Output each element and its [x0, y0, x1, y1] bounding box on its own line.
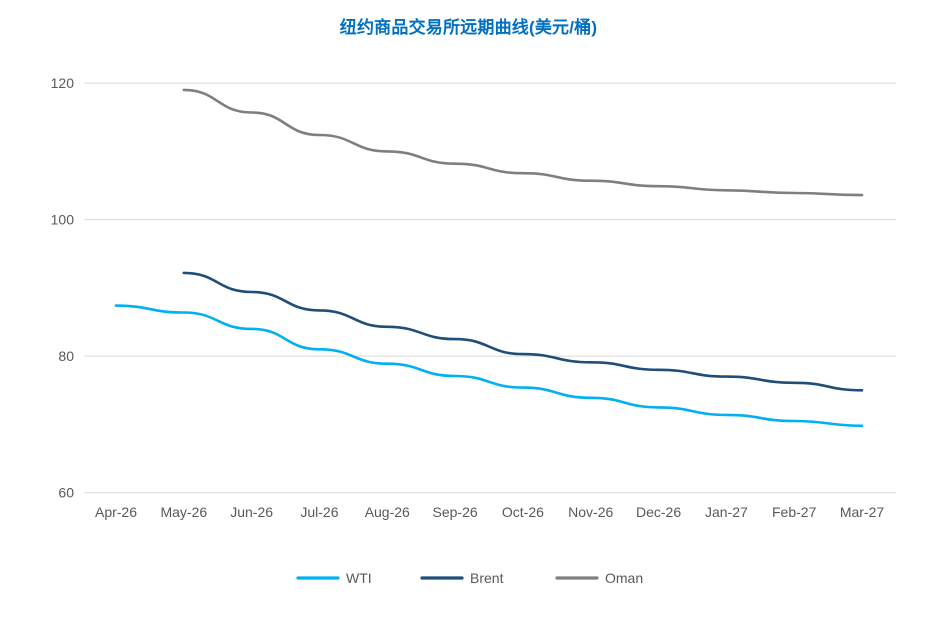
series-line-brent	[182, 271, 864, 392]
legend-label-brent: Brent	[470, 570, 504, 586]
legend-label-oman: Oman	[605, 570, 643, 586]
x-axis-label: Jul-26	[300, 504, 338, 520]
x-axis-label: Dec-26	[636, 504, 681, 520]
legend-label-wti: WTI	[346, 570, 372, 586]
x-axis-label: Sep-26	[433, 504, 478, 520]
x-axis-label: Oct-26	[502, 504, 544, 520]
x-axis-label: Feb-27	[772, 504, 817, 520]
y-axis-tick-label: 100	[51, 212, 75, 228]
x-axis-label: Nov-26	[568, 504, 613, 520]
y-axis-tick-label: 80	[58, 348, 74, 364]
x-axis-label: Mar-27	[840, 504, 885, 520]
series-line-oman	[182, 88, 864, 197]
x-axis-label: May-26	[160, 504, 207, 520]
x-axis-label: Jun-26	[230, 504, 273, 520]
chart-title: 纽约商品交易所远期曲线(美元/桶)	[339, 18, 598, 37]
x-axis-label: Aug-26	[365, 504, 410, 520]
x-axis-label: Jan-27	[705, 504, 748, 520]
series-line-wti	[114, 304, 864, 428]
x-axis-label: Apr-26	[95, 504, 137, 520]
y-axis-tick-label: 120	[51, 75, 75, 91]
y-axis-tick-label: 60	[58, 485, 74, 501]
